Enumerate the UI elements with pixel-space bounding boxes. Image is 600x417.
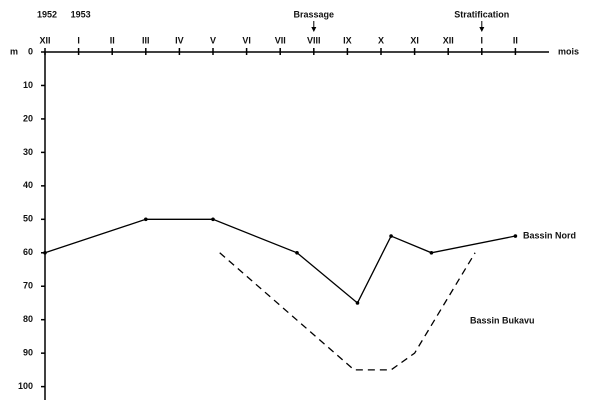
y-tick-label: 40	[23, 180, 33, 190]
y-axis-label: m	[10, 46, 18, 56]
x-tick-label: V	[210, 35, 216, 45]
annotation: Stratification	[454, 9, 509, 19]
annotation: Brassage	[294, 9, 335, 19]
series-line	[44, 218, 516, 304]
x-tick-label: I	[481, 35, 484, 45]
annotation-arrowhead	[311, 27, 317, 32]
x-tick-label: XII	[443, 35, 454, 45]
y-tick-label: 60	[23, 247, 33, 257]
x-tick-label: IV	[175, 35, 184, 45]
annotation: 1952	[37, 9, 57, 19]
x-tick-label: VII	[275, 35, 286, 45]
series-label: Bassin Nord	[523, 230, 576, 240]
annotation-arrowhead	[479, 27, 485, 32]
annotation: 1953	[71, 9, 91, 19]
x-axis-label: mois	[558, 46, 579, 56]
y-tick-label: 80	[23, 314, 33, 324]
y-tick-label: 70	[23, 281, 33, 291]
series-point	[295, 250, 299, 255]
series-point	[355, 301, 360, 305]
x-tick-label: VIII	[307, 35, 321, 45]
y-tick-label: 90	[23, 348, 33, 358]
x-tick-label: X	[378, 35, 384, 45]
series-point	[513, 234, 518, 238]
series-point	[389, 234, 393, 238]
y-tick-label: 20	[23, 113, 33, 123]
x-tick-label: I	[77, 35, 80, 45]
series-point	[43, 250, 47, 255]
x-tick-label: III	[142, 35, 150, 45]
y-tick-label: 100	[18, 381, 33, 391]
y-tick-label: 0	[28, 46, 33, 56]
x-tick-label: VI	[242, 35, 251, 45]
x-tick-label: XI	[410, 35, 419, 45]
series-point	[211, 217, 215, 222]
x-tick-label: II	[513, 35, 518, 45]
series-line	[219, 252, 476, 371]
series-point	[144, 217, 148, 222]
y-tick-label: 30	[23, 147, 33, 157]
y-tick-label: 50	[23, 214, 33, 224]
y-tick-label: 10	[23, 80, 33, 90]
series-point	[429, 250, 434, 255]
x-tick-label: IX	[343, 35, 352, 45]
x-tick-label: II	[110, 35, 115, 45]
series-label: Bassin Bukavu	[470, 315, 535, 325]
x-tick-label: XII	[39, 35, 50, 45]
